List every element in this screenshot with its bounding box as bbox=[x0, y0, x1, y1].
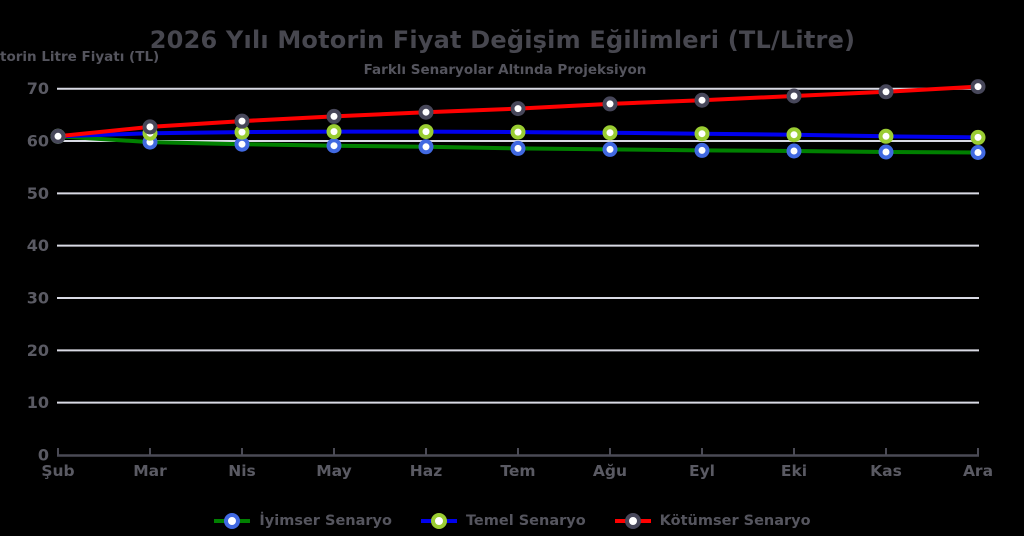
data-point-marker bbox=[326, 108, 342, 124]
x-tick-label: Ağu bbox=[593, 462, 627, 480]
x-tick-label: Kas bbox=[870, 462, 902, 480]
chart-subtitle: Farklı Senaryolar Altında Projeksiyon bbox=[363, 62, 647, 78]
x-tick-label: Ara bbox=[963, 462, 993, 480]
x-tick-label: Mar bbox=[133, 462, 167, 480]
data-point-marker bbox=[418, 124, 434, 140]
line-marker-icon bbox=[614, 511, 652, 531]
legend-item-kotumser: Kötümser Senaryo bbox=[614, 511, 811, 531]
data-point-marker bbox=[234, 113, 250, 129]
x-tick-label: Eyl bbox=[689, 462, 715, 480]
data-point-marker bbox=[510, 101, 526, 117]
data-point-marker bbox=[694, 126, 710, 142]
legend-item-temel: Temel Senaryo bbox=[420, 511, 586, 531]
data-point-marker bbox=[786, 88, 802, 104]
data-point-marker bbox=[510, 124, 526, 140]
legend: İyimser Senaryo Temel Senaryo Kötümser S… bbox=[0, 507, 1024, 535]
y-tick-label: 50 bbox=[27, 184, 49, 203]
data-point-marker bbox=[970, 145, 986, 160]
data-point-marker bbox=[878, 84, 894, 100]
legend-label-temel: Temel Senaryo bbox=[465, 513, 586, 529]
x-tick-label: Haz bbox=[410, 462, 442, 480]
legend-label-kotumser: Kötümser Senaryo bbox=[659, 513, 811, 529]
y-tick-label: 20 bbox=[27, 341, 49, 360]
data-point-marker bbox=[234, 136, 250, 152]
legend-label-iyimser: İyimser Senaryo bbox=[259, 513, 392, 529]
data-point-marker bbox=[970, 129, 986, 145]
data-point-marker bbox=[418, 139, 434, 155]
legend-item-iyimser: İyimser Senaryo bbox=[213, 511, 392, 531]
data-point-marker bbox=[326, 138, 342, 154]
line-marker-icon bbox=[420, 511, 458, 531]
y-tick-label: 40 bbox=[27, 236, 49, 255]
data-point-marker bbox=[786, 143, 802, 159]
chart-title: 2026 Yılı Motorin Fiyat Değişim Eğilimle… bbox=[149, 26, 856, 54]
y-tick-label: 70 bbox=[27, 79, 49, 98]
data-point-marker bbox=[970, 79, 986, 95]
y-axis-label: torin Litre Fiyatı (TL) bbox=[0, 49, 160, 65]
data-point-marker bbox=[602, 96, 618, 112]
y-tick-label: 60 bbox=[27, 132, 49, 151]
data-point-marker bbox=[326, 124, 342, 140]
y-tick-label: 0 bbox=[38, 446, 49, 465]
data-point-marker bbox=[50, 128, 66, 144]
y-tick-label: 30 bbox=[27, 289, 49, 308]
x-tick-label: Nis bbox=[228, 462, 256, 480]
x-tick-label: Tem bbox=[500, 462, 535, 480]
data-point-marker bbox=[142, 119, 158, 135]
data-point-marker bbox=[694, 142, 710, 158]
x-tick-label: Eki bbox=[781, 462, 807, 480]
data-point-marker bbox=[510, 140, 526, 156]
data-point-marker bbox=[786, 127, 802, 143]
line-marker-icon bbox=[213, 511, 251, 531]
y-tick-label: 10 bbox=[27, 393, 49, 412]
data-point-marker bbox=[418, 104, 434, 120]
data-point-marker bbox=[878, 128, 894, 144]
data-point-marker bbox=[878, 144, 894, 160]
data-point-marker bbox=[694, 92, 710, 108]
data-point-marker bbox=[602, 125, 618, 141]
data-point-marker bbox=[602, 141, 618, 157]
x-tick-label: Şub bbox=[41, 462, 74, 480]
x-tick-label: May bbox=[316, 462, 352, 480]
